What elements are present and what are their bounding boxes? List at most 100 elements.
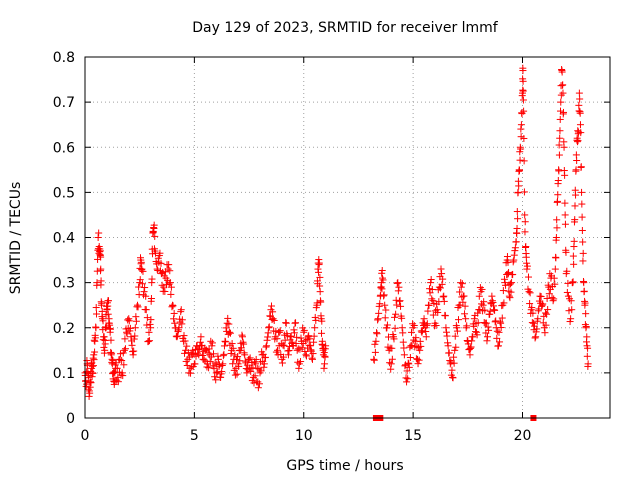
data-point	[169, 301, 176, 309]
data-point	[147, 316, 155, 324]
data-point	[574, 127, 582, 135]
data-point	[567, 315, 575, 323]
data-point	[316, 288, 324, 296]
data-point	[150, 221, 158, 229]
data-point	[538, 301, 546, 309]
data-point	[482, 319, 490, 327]
data-point	[558, 68, 566, 76]
data-point	[557, 98, 565, 106]
data-point	[439, 293, 447, 301]
data-point	[210, 364, 218, 372]
data-point	[469, 333, 477, 341]
data-point	[488, 297, 496, 305]
data-point	[573, 156, 581, 164]
data-point	[541, 329, 549, 337]
data-point	[532, 333, 540, 341]
data-point	[167, 290, 175, 298]
data-point	[292, 340, 300, 348]
data-point	[375, 309, 383, 317]
data-point	[436, 284, 444, 292]
data-point	[447, 358, 455, 366]
data-point	[234, 353, 242, 361]
y-tick-label: 0.4	[53, 231, 75, 247]
data-point	[153, 265, 161, 273]
data-point	[102, 323, 110, 331]
data-point	[180, 332, 188, 340]
data-point	[459, 298, 467, 306]
data-point	[181, 337, 189, 345]
data-point	[552, 234, 560, 241]
data-point	[267, 302, 275, 310]
data-point	[205, 364, 213, 372]
data-point	[520, 107, 528, 115]
data-point	[397, 302, 405, 310]
data-point	[318, 317, 326, 325]
data-point	[453, 327, 461, 335]
data-point	[576, 95, 584, 103]
data-point	[121, 345, 129, 353]
data-point	[444, 342, 452, 350]
data-point	[466, 351, 474, 359]
data-point	[315, 259, 323, 267]
data-point	[441, 312, 449, 320]
data-point	[509, 258, 517, 266]
data-point	[470, 315, 478, 323]
data-point	[134, 301, 141, 309]
data-point	[212, 376, 220, 384]
data-point	[373, 330, 381, 338]
data-point	[381, 314, 389, 322]
data-point	[310, 338, 318, 346]
data-point	[282, 319, 290, 327]
data-point	[208, 342, 216, 350]
x-axis-label: GPS time / hours	[286, 458, 403, 474]
data-point	[260, 363, 268, 371]
data-point	[381, 301, 389, 309]
data-point	[423, 321, 431, 329]
data-point	[533, 325, 541, 333]
data-point	[278, 359, 286, 367]
data-point	[476, 284, 484, 292]
data-point	[423, 320, 431, 328]
data-point	[581, 321, 589, 329]
data-point	[321, 360, 329, 368]
data-point	[372, 329, 380, 337]
data-point	[446, 360, 454, 368]
data-point	[290, 329, 298, 337]
data-point	[526, 289, 534, 297]
data-point	[387, 360, 395, 368]
data-point	[317, 298, 325, 306]
data-point	[126, 324, 134, 332]
data-point	[393, 301, 401, 309]
data-point	[108, 349, 116, 357]
data-point	[440, 292, 448, 300]
data-point	[428, 295, 436, 303]
data-point	[186, 364, 194, 372]
data-point	[554, 197, 561, 205]
data-point	[121, 335, 129, 343]
data-point	[87, 379, 95, 387]
data-point	[507, 288, 515, 296]
data-point	[569, 252, 577, 260]
grid-lines	[85, 57, 610, 418]
data-point	[316, 282, 324, 290]
data-point	[194, 349, 202, 357]
data-point	[218, 368, 226, 376]
data-point	[427, 275, 435, 283]
data-point	[402, 374, 410, 382]
data-point	[378, 266, 386, 274]
data-point	[372, 337, 380, 345]
data-point	[212, 369, 220, 377]
data-point	[529, 319, 537, 327]
data-point	[263, 342, 271, 350]
data-point	[232, 356, 240, 364]
data-point	[571, 202, 579, 210]
data-point	[225, 328, 233, 336]
data-point	[474, 319, 482, 327]
data-point	[249, 364, 257, 372]
data-point	[129, 351, 137, 359]
data-point	[291, 319, 299, 327]
data-point	[526, 300, 534, 308]
data-point	[399, 338, 407, 346]
data-point	[579, 257, 587, 265]
